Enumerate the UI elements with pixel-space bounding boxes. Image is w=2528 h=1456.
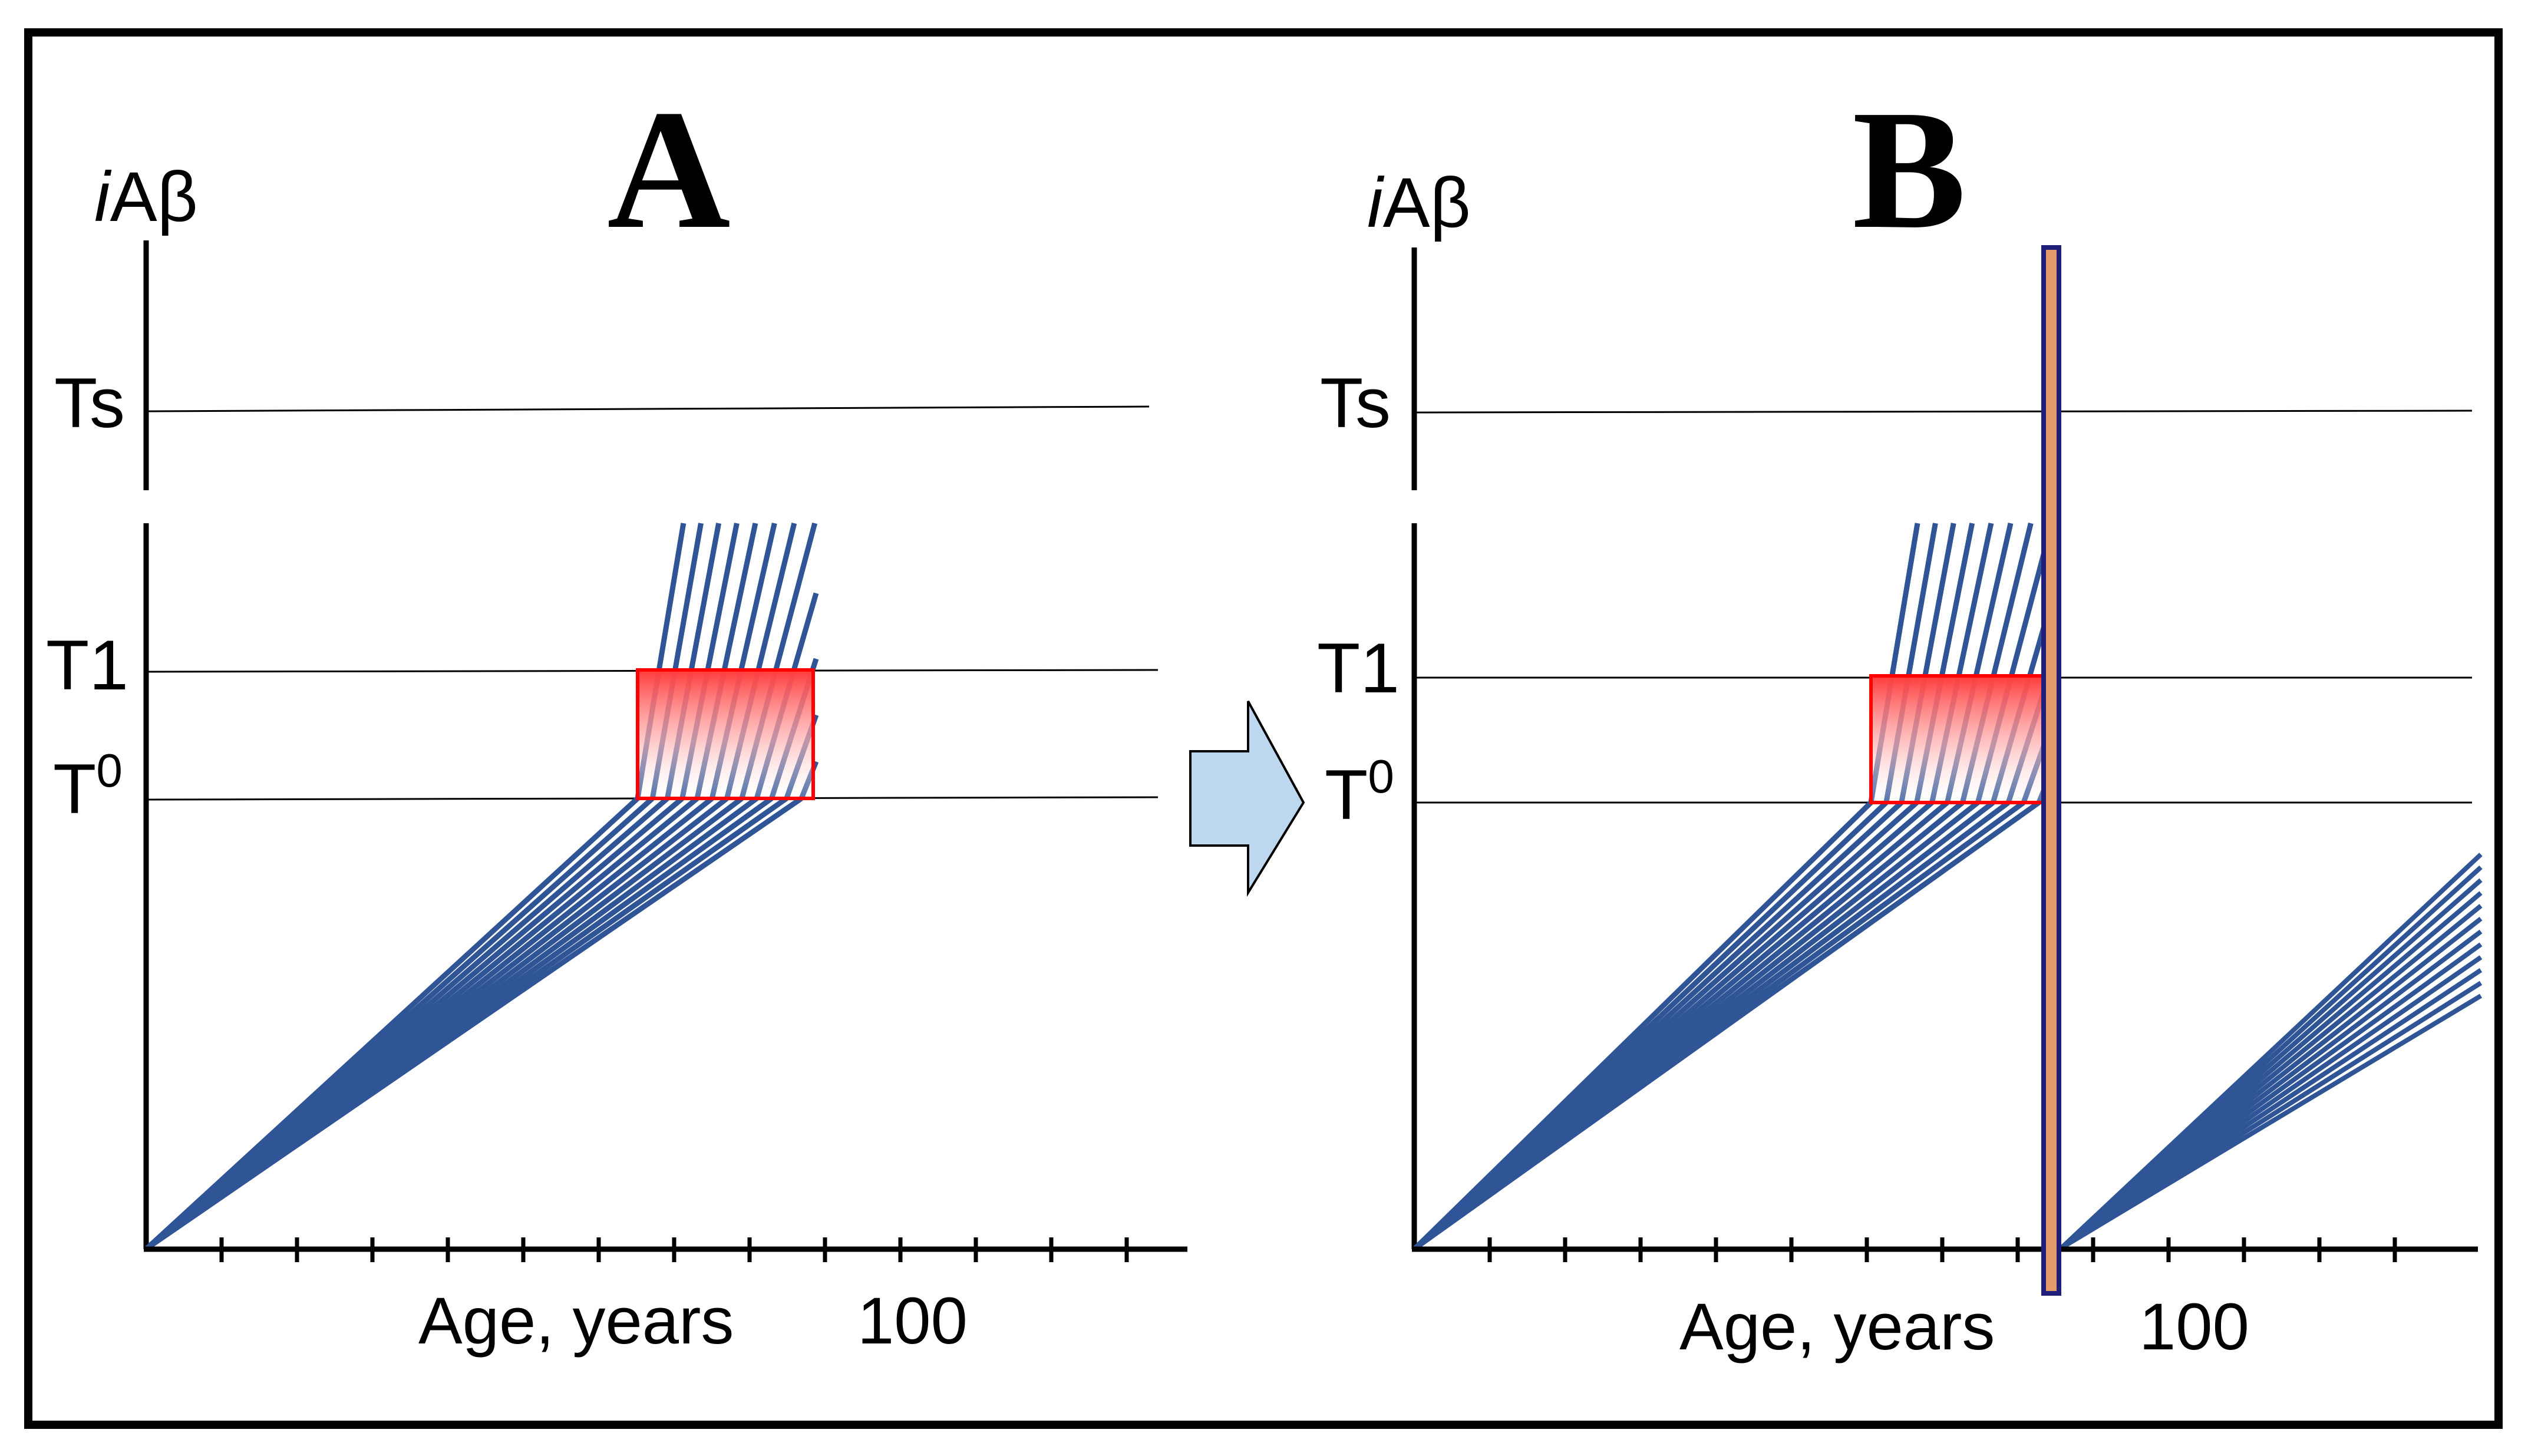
panel-a-ts-label: Ts [54, 364, 125, 443]
panel-b-ts-label: Ts [1320, 364, 1391, 443]
panel-b-t1-label: T1 [1317, 629, 1400, 708]
panel-a-ts-line [146, 405, 1150, 412]
panel-b-trajectories [1413, 522, 2049, 1250]
panel-b-x-axis-label: Age, years [1679, 1290, 1995, 1363]
panel-b-intervention-bar [2041, 245, 2061, 1296]
panel-b-y-axis-label-rest: Aβ [1383, 163, 1471, 242]
panel-b-t0-label: T0 [1325, 750, 1394, 834]
panel-b-post-intervention-trajectories [2060, 853, 2483, 1250]
panel-b-critical-window [1869, 674, 2051, 804]
panel-a-trajectories [145, 522, 819, 1250]
trajectory-line [146, 796, 803, 1250]
panel-a-critical-window [636, 668, 815, 800]
panel-b-x-ticks [1487, 1237, 2397, 1262]
panel-b-letter: B [1852, 75, 1966, 264]
panel-b-y-axis-label: iAβ [1367, 163, 1471, 242]
panel-b-y-axis-label-italic: i [1367, 163, 1385, 242]
panel-a-x-tick-label-100: 100 [857, 1284, 968, 1358]
panel-a-y-axis-label-rest: Aβ [110, 157, 198, 236]
panel-a: A iAβ Ts T1 T0 Age, years 100 [46, 75, 1187, 1358]
transition-arrow [1189, 701, 1305, 897]
panel-a-y-axis-label: iAβ [94, 157, 198, 236]
panel-a-t0-label: T0 [53, 744, 123, 828]
panel-b: B iAβ Ts T1 T0 Age, years 100 [1317, 75, 2483, 1363]
trajectory-line [1414, 800, 2041, 1250]
panel-a-letter: A [607, 75, 730, 264]
panel-a-x-axis-label: Age, years [418, 1284, 734, 1358]
panel-a-t1-label: T1 [46, 626, 128, 705]
panel-b-ts-line [1414, 410, 2473, 414]
post-intervention-trajectory-line [2060, 993, 2483, 1250]
panel-a-t0-base: T [53, 750, 96, 828]
panel-a-x-ticks [219, 1237, 1129, 1262]
panel-a-t0-sup: 0 [96, 744, 123, 797]
panel-b-x-tick-label-100: 100 [2139, 1290, 2249, 1363]
panel-a-y-axis-label-italic: i [94, 157, 112, 236]
panel-b-t0-sup: 0 [1368, 750, 1394, 803]
panel-b-t0-base: T [1325, 755, 1368, 834]
